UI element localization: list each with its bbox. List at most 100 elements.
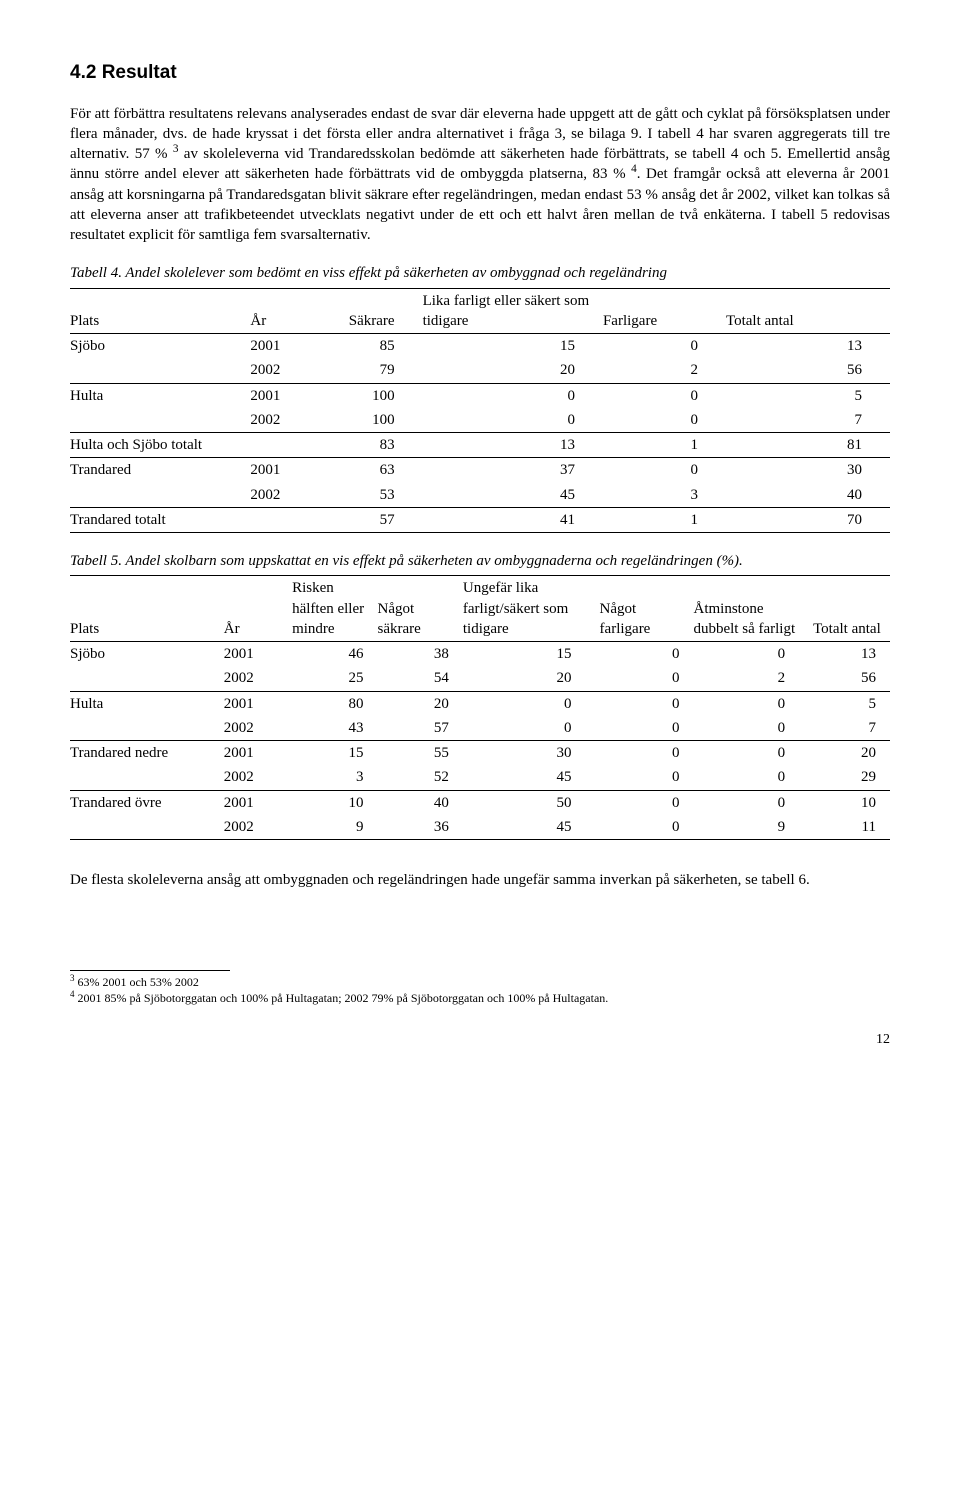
- table-cell: 100: [324, 408, 422, 433]
- table-cell: Trandared övre: [70, 790, 224, 815]
- table-cell: 7: [813, 716, 890, 741]
- table5: Plats År Risken hälften eller mindre Någ…: [70, 575, 890, 840]
- table-cell: 50: [463, 790, 600, 815]
- table-cell: 0: [600, 741, 694, 766]
- table-cell: Sjöbo: [70, 334, 250, 359]
- table-cell: 2002: [250, 408, 324, 433]
- table-cell: 45: [423, 483, 603, 508]
- table-cell: 2002: [250, 483, 324, 508]
- table-cell: 100: [324, 383, 422, 408]
- table-cell: Hulta och Sjöbo totalt: [70, 433, 250, 458]
- table-cell: 81: [726, 433, 890, 458]
- table-cell: Hulta: [70, 691, 224, 716]
- table-cell: 30: [726, 458, 890, 483]
- table4-h-plats: Plats: [70, 288, 250, 334]
- table-cell: 3: [603, 483, 726, 508]
- table5-header-row: Plats År Risken hälften eller mindre Någ…: [70, 576, 890, 642]
- table-cell: 45: [463, 815, 600, 840]
- table-cell: 0: [463, 691, 600, 716]
- table-cell: 0: [693, 741, 813, 766]
- table-cell: 20: [377, 691, 462, 716]
- table-cell: 10: [292, 790, 377, 815]
- table-cell: 0: [603, 383, 726, 408]
- table-cell: 55: [377, 741, 462, 766]
- table-cell: 2001: [224, 741, 292, 766]
- table-cell: 2002: [250, 358, 324, 383]
- table-cell: 43: [292, 716, 377, 741]
- table5-h-c1: Risken hälften eller mindre: [292, 576, 377, 642]
- table5-h-c4: Något farligare: [600, 576, 694, 642]
- table-cell: 5: [813, 691, 890, 716]
- table-row: Trandared nedre20011555300020: [70, 741, 890, 766]
- footnote-3: 3 63% 2001 och 53% 2002: [70, 975, 890, 991]
- table-cell: 36: [377, 815, 462, 840]
- table-cell: 2: [603, 358, 726, 383]
- table-cell: 1: [603, 433, 726, 458]
- table4-header-row: Plats År Säkrare Lika farligt eller säke…: [70, 288, 890, 334]
- table-cell: 54: [377, 666, 462, 691]
- table-cell: Sjöbo: [70, 642, 224, 667]
- table-cell: 2: [693, 666, 813, 691]
- table-cell: 70: [726, 507, 890, 532]
- table-cell: 56: [726, 358, 890, 383]
- table-cell: 11: [813, 815, 890, 840]
- table-cell: 2001: [224, 790, 292, 815]
- table4-h-lika: Lika farligt eller säkert som tidigare: [423, 288, 603, 334]
- table-cell: 0: [600, 790, 694, 815]
- table5-h-c5: Åtminstone dubbelt så farligt: [693, 576, 813, 642]
- table-row: 2002100007: [70, 408, 890, 433]
- table-cell: 30: [463, 741, 600, 766]
- table-cell: 2002: [224, 666, 292, 691]
- table-cell: 0: [603, 458, 726, 483]
- table4-h-ar: År: [250, 288, 324, 334]
- table-cell: 80: [292, 691, 377, 716]
- footnote-4: 4 2001 85% på Sjöbotorggatan och 100% på…: [70, 991, 890, 1007]
- table-cell: 0: [600, 815, 694, 840]
- table-row: 2002936450911: [70, 815, 890, 840]
- table-cell: [70, 815, 224, 840]
- table4-h-totalt: Totalt antal: [726, 288, 890, 334]
- table-cell: 85: [324, 334, 422, 359]
- table-row: Trandared totalt5741170: [70, 507, 890, 532]
- table5-h-ar: År: [224, 576, 292, 642]
- table-cell: 0: [600, 666, 694, 691]
- table-cell: 2002: [224, 815, 292, 840]
- table-cell: 0: [693, 642, 813, 667]
- table-cell: 2001: [224, 691, 292, 716]
- table-cell: [250, 433, 324, 458]
- table-cell: 0: [600, 716, 694, 741]
- table-cell: [70, 358, 250, 383]
- table-row: Trandared övre20011040500010: [70, 790, 890, 815]
- table-cell: 13: [423, 433, 603, 458]
- table-cell: 9: [693, 815, 813, 840]
- table-cell: 41: [423, 507, 603, 532]
- table-cell: 0: [600, 642, 694, 667]
- section-title: 4.2 Resultat: [70, 60, 890, 86]
- table4-h-farligare: Farligare: [603, 288, 726, 334]
- table-cell: 0: [603, 334, 726, 359]
- table-cell: 25: [292, 666, 377, 691]
- table-cell: 15: [292, 741, 377, 766]
- table-cell: [70, 765, 224, 790]
- table4: Plats År Säkrare Lika farligt eller säke…: [70, 288, 890, 534]
- table-cell: 29: [813, 765, 890, 790]
- table-cell: Trandared: [70, 458, 250, 483]
- table-cell: 57: [377, 716, 462, 741]
- table-cell: [70, 483, 250, 508]
- table-cell: 3: [292, 765, 377, 790]
- table-row: Hulta och Sjöbo totalt8313181: [70, 433, 890, 458]
- table-cell: 0: [600, 691, 694, 716]
- table-cell: 53: [324, 483, 422, 508]
- table-cell: Trandared nedre: [70, 741, 224, 766]
- table-cell: 10: [813, 790, 890, 815]
- table-cell: 45: [463, 765, 600, 790]
- table-cell: 15: [423, 334, 603, 359]
- table5-h-plats: Plats: [70, 576, 224, 642]
- table-cell: 2001: [250, 383, 324, 408]
- table5-h-c6: Totalt antal: [813, 576, 890, 642]
- table-row: Trandared20016337030: [70, 458, 890, 483]
- table-row: Sjöbo20018515013: [70, 334, 890, 359]
- table5-caption: Tabell 5. Andel skolbarn som uppskattat …: [70, 551, 890, 571]
- table-cell: 2002: [224, 716, 292, 741]
- table-cell: 0: [693, 716, 813, 741]
